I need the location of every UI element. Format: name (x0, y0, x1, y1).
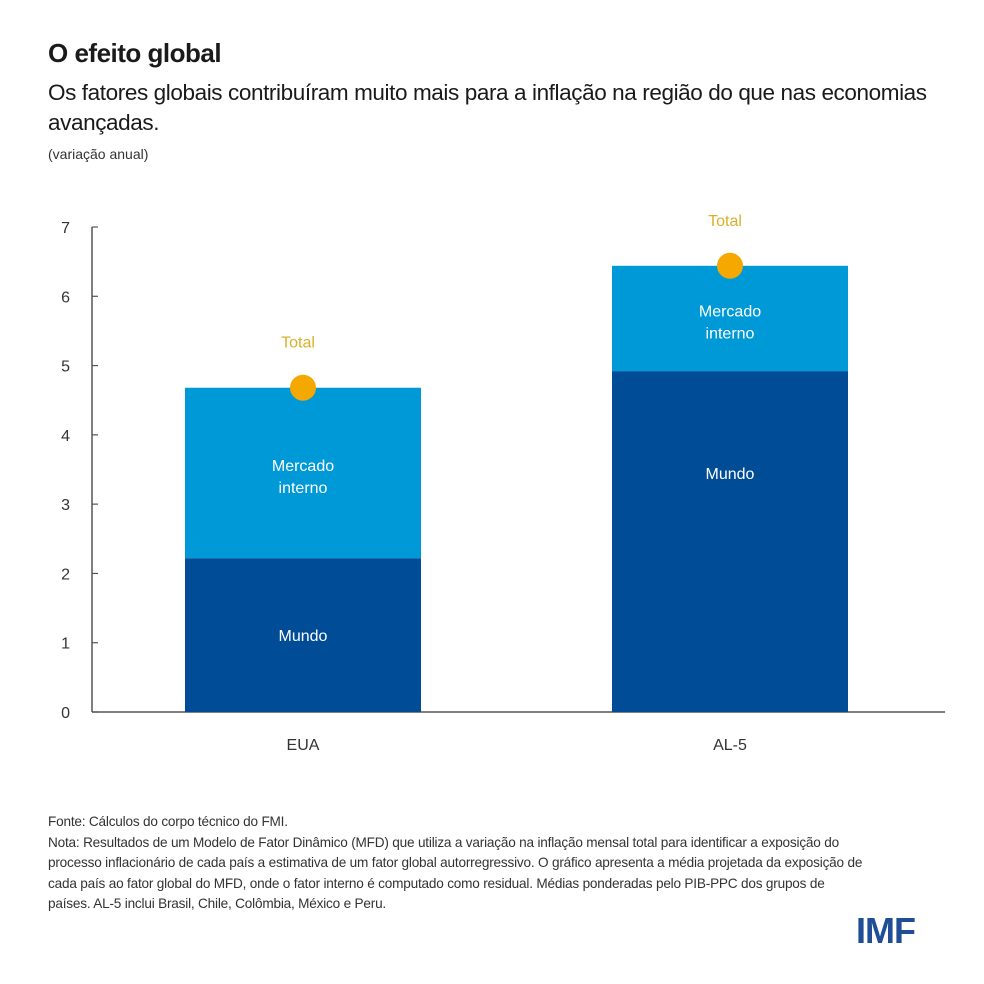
label-mundo: Mundo (706, 466, 755, 483)
x-tick-label: EUA (287, 737, 320, 754)
x-tick-label: AL-5 (713, 737, 747, 754)
chart-subtitle: Os fatores globais contribuíram muito ma… (48, 80, 927, 135)
bar-mercado-interno (185, 387, 421, 559)
y-tick-label: 2 (61, 566, 70, 583)
total-marker (290, 374, 316, 401)
footnotes: Fonte: Cálculos do corpo técnico do FMI.… (48, 812, 868, 915)
source-note: Fonte: Cálculos do corpo técnico do FMI. (48, 814, 288, 829)
bar-mercado-interno (612, 265, 848, 372)
y-tick-label: 7 (61, 220, 70, 237)
method-note: Nota: Resultados de um Modelo de Fator D… (48, 834, 863, 912)
y-tick-label: 4 (61, 428, 70, 445)
imf-logo: IMF (856, 910, 916, 951)
label-mundo: Mundo (279, 628, 328, 645)
bar-mundo (185, 558, 421, 712)
label-mercado-interno: interno (706, 325, 755, 342)
y-tick-label: 1 (61, 636, 70, 653)
label-total: Total (708, 213, 742, 230)
label-mercado-interno: Mercado (272, 458, 334, 475)
y-tick-label: 6 (61, 289, 70, 306)
label-total: Total (281, 335, 315, 352)
chart-title: O efeito global (48, 38, 222, 68)
y-tick-label: 5 (61, 359, 70, 376)
y-tick-label: 0 (61, 705, 70, 722)
total-marker (717, 252, 743, 279)
y-tick-label: 3 (61, 497, 70, 514)
label-mercado-interno: Mercado (699, 303, 761, 320)
label-mercado-interno: interno (279, 480, 328, 497)
unit-label: (variação anual) (48, 146, 149, 162)
bar-mundo (612, 371, 848, 712)
stacked-bar-chart: 0 1 2 3 4 5 6 7 Mundo Mercado interno Total EUA Mundo… (61, 213, 945, 754)
